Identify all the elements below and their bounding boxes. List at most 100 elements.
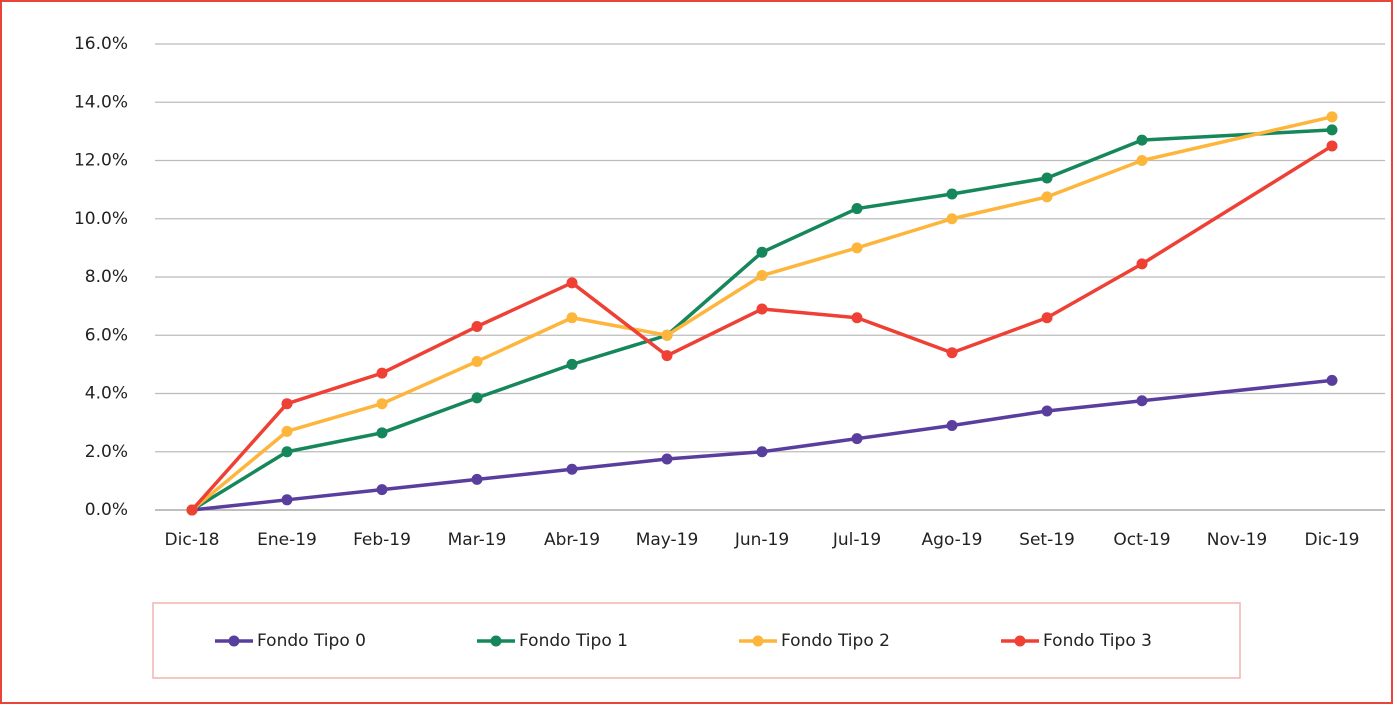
x-tick-label: Jun-19 (734, 530, 789, 550)
line-segment (760, 206, 859, 254)
legend-marker (490, 635, 502, 647)
line-segment (190, 450, 289, 512)
line-segment (570, 333, 669, 367)
x-tick-label: Dic-19 (1305, 530, 1360, 550)
line-segment (760, 246, 859, 278)
point (471, 392, 483, 404)
line-segment (1140, 378, 1334, 403)
line-segment (285, 401, 384, 434)
line-segment (1140, 115, 1334, 163)
point (1041, 191, 1053, 203)
point (186, 504, 198, 516)
line-segment (1140, 128, 1334, 142)
legend-label: Fondo Tipo 3 (1043, 631, 1152, 651)
line-segment (380, 477, 479, 492)
y-tick-label: 8.0% (85, 267, 128, 287)
point (1326, 140, 1338, 152)
point (756, 270, 768, 282)
point (566, 312, 578, 324)
line-segment (570, 281, 669, 358)
point (471, 355, 483, 367)
line-segment (1140, 144, 1334, 266)
x-tick-label: Nov-19 (1207, 530, 1268, 550)
point (376, 484, 388, 496)
point (1326, 374, 1338, 386)
point (376, 427, 388, 439)
legend-marker (752, 635, 764, 647)
point (1041, 405, 1053, 417)
point (946, 420, 958, 432)
point (1326, 124, 1338, 136)
x-tick-label: Abr-19 (544, 530, 600, 550)
point (281, 446, 293, 458)
line-segment (855, 423, 954, 441)
point (946, 347, 958, 359)
line-segment (475, 316, 574, 364)
line-segment (190, 498, 289, 512)
line-segment (190, 429, 289, 512)
point (661, 453, 673, 465)
point (471, 473, 483, 485)
line-segment (950, 176, 1049, 196)
line-segment (475, 281, 574, 329)
x-tick-label: Jul-19 (832, 530, 881, 550)
point (851, 203, 863, 215)
line-segment (380, 324, 479, 375)
line-segment (380, 359, 479, 406)
line-segment (1045, 158, 1144, 199)
y-tick-label: 14.0% (74, 92, 128, 112)
x-tick-label: Dic-18 (165, 530, 220, 550)
line-segment (285, 371, 384, 406)
line-segment (1045, 262, 1144, 320)
point (376, 367, 388, 379)
point (471, 321, 483, 333)
legend-label: Fondo Tipo 1 (519, 631, 628, 651)
line-segment (285, 431, 384, 454)
point (946, 213, 958, 225)
line-segment (475, 362, 574, 400)
line-segment (570, 316, 669, 337)
line-segment (190, 401, 289, 512)
point (851, 433, 863, 445)
line-segment (760, 307, 859, 320)
line-segment (855, 217, 954, 250)
point (661, 350, 673, 362)
point (661, 329, 673, 341)
legend-marker (1014, 635, 1026, 647)
point (1136, 134, 1148, 146)
point (1136, 395, 1148, 407)
line-segment (855, 192, 954, 211)
x-tick-label: Feb-19 (353, 530, 411, 550)
point (281, 398, 293, 410)
x-tick-label: Ene-19 (257, 530, 317, 550)
line-segment (665, 450, 764, 461)
y-tick-label: 0.0% (85, 500, 128, 520)
y-tick-label: 6.0% (85, 325, 128, 345)
line-segment (665, 250, 764, 337)
point (756, 446, 768, 458)
y-tick-label: 2.0% (85, 442, 128, 462)
point (566, 277, 578, 289)
point (756, 303, 768, 315)
line-segment (1045, 399, 1144, 413)
x-tick-label: Oct-19 (1113, 530, 1170, 550)
line-segment (760, 436, 859, 454)
x-tick-label: Set-19 (1019, 530, 1075, 550)
point (566, 358, 578, 370)
point (946, 188, 958, 200)
y-tick-label: 12.0% (74, 151, 128, 171)
x-tick-label: Mar-19 (448, 530, 507, 550)
legend-box (152, 602, 1241, 679)
point (1041, 172, 1053, 184)
y-tick-label: 10.0% (74, 209, 128, 229)
legend-label: Fondo Tipo 2 (781, 631, 890, 651)
point (1326, 111, 1338, 123)
point (281, 425, 293, 437)
line-segment (950, 409, 1049, 428)
line-segment (380, 396, 479, 435)
line-segment (285, 487, 384, 502)
line-segment (475, 467, 574, 482)
y-tick-label: 4.0% (85, 384, 128, 404)
line-segment (665, 307, 764, 358)
